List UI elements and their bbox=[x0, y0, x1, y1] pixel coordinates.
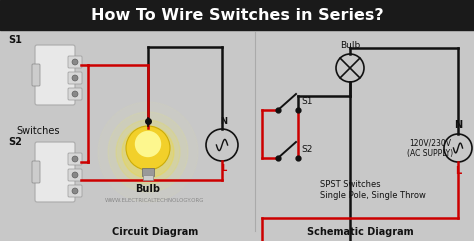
Text: L: L bbox=[221, 164, 227, 173]
FancyBboxPatch shape bbox=[68, 56, 82, 68]
Circle shape bbox=[108, 112, 188, 192]
FancyBboxPatch shape bbox=[68, 169, 82, 181]
Circle shape bbox=[116, 120, 180, 184]
FancyBboxPatch shape bbox=[35, 45, 75, 105]
Text: Bulb: Bulb bbox=[136, 184, 161, 194]
Bar bbox=[0, 0, 474, 30]
Text: S1: S1 bbox=[8, 35, 22, 45]
Bar bbox=[143, 175, 153, 180]
Text: Schematic Diagram: Schematic Diagram bbox=[307, 227, 413, 237]
Text: WWW.ELECTRICALTECHNOLOGY.ORG: WWW.ELECTRICALTECHNOLOGY.ORG bbox=[105, 198, 205, 202]
FancyBboxPatch shape bbox=[68, 185, 82, 197]
Text: SPST Switches
Single Pole, Single Throw: SPST Switches Single Pole, Single Throw bbox=[320, 180, 426, 200]
Circle shape bbox=[72, 156, 78, 162]
FancyBboxPatch shape bbox=[68, 153, 82, 165]
Circle shape bbox=[122, 126, 174, 178]
Text: L: L bbox=[455, 166, 461, 176]
Text: N: N bbox=[220, 117, 228, 126]
Text: Switches: Switches bbox=[16, 126, 60, 136]
Circle shape bbox=[126, 126, 170, 170]
Bar bbox=[142, 168, 154, 176]
Text: 120V/230V
(AC SUPPLY): 120V/230V (AC SUPPLY) bbox=[407, 138, 453, 158]
Text: N: N bbox=[454, 120, 462, 130]
Circle shape bbox=[72, 172, 78, 178]
FancyBboxPatch shape bbox=[68, 72, 82, 84]
Text: S2: S2 bbox=[301, 146, 312, 154]
FancyBboxPatch shape bbox=[68, 88, 82, 100]
Text: S1: S1 bbox=[301, 98, 312, 107]
Text: S2: S2 bbox=[8, 137, 22, 147]
FancyBboxPatch shape bbox=[32, 161, 40, 183]
Circle shape bbox=[72, 75, 78, 81]
Circle shape bbox=[72, 188, 78, 194]
Circle shape bbox=[135, 131, 161, 157]
Circle shape bbox=[72, 91, 78, 97]
FancyBboxPatch shape bbox=[32, 64, 40, 86]
Text: Circuit Diagram: Circuit Diagram bbox=[112, 227, 198, 237]
FancyBboxPatch shape bbox=[35, 142, 75, 202]
Text: How To Wire Switches in Series?: How To Wire Switches in Series? bbox=[91, 7, 383, 22]
Circle shape bbox=[72, 59, 78, 65]
Text: Bulb: Bulb bbox=[340, 41, 360, 50]
